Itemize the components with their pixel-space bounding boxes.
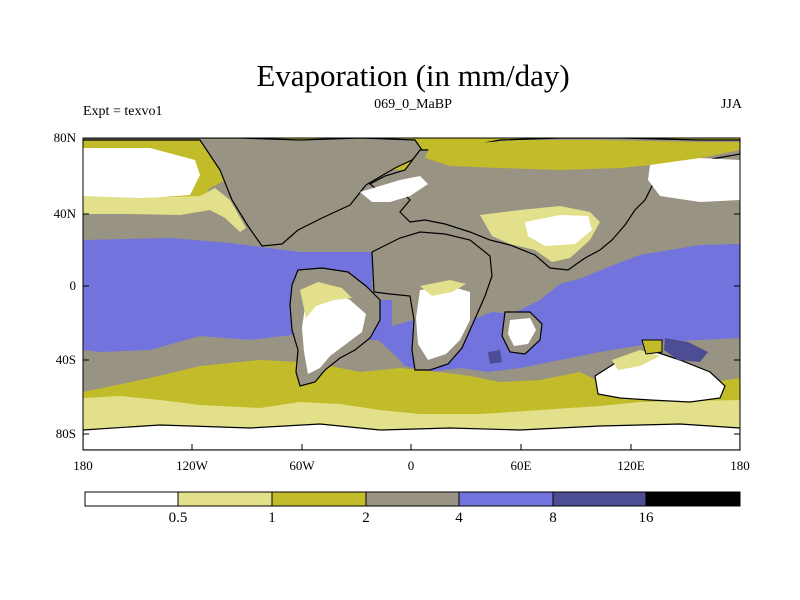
north-america-yellow (83, 188, 246, 232)
lat-label-40s: 40S (55, 352, 76, 367)
lon-label-180e: 180 (730, 458, 750, 473)
south-america-white (302, 290, 366, 374)
colorbar-box-1 (84, 491, 179, 507)
siberia-white (648, 158, 740, 202)
lon-label-0: 0 (407, 458, 415, 473)
colorbar-label-16: 16 (638, 510, 654, 526)
africa-yellow (420, 280, 466, 296)
lon-label-60w: 60W (289, 458, 315, 473)
colorbar-box-7 (645, 491, 741, 507)
map-title: Evaporation (in mm/day) (256, 58, 570, 93)
indian-ocean-max-patch (488, 350, 502, 364)
eurasia-yellow (425, 140, 740, 170)
tropical-ocean-band (83, 238, 740, 372)
lon-ticks (82, 444, 741, 450)
colorbar-label-2: 2 (362, 510, 370, 526)
experiment-label: Expt = texvo1 (83, 104, 163, 119)
australia-yellow (612, 350, 660, 370)
map-field (83, 138, 740, 450)
north-america-land (83, 138, 423, 247)
lat-label-40n: 40N (53, 206, 76, 221)
lat-label-0: 0 (69, 278, 77, 293)
south-america-yellow (300, 282, 352, 318)
central-asia-white (525, 215, 592, 246)
europe-white (360, 176, 428, 202)
colorbar (84, 491, 741, 507)
india-white (508, 318, 536, 346)
north-america-white (83, 148, 200, 200)
colorbar-label-0-5: 0.5 (168, 510, 188, 526)
colorbar-label-8: 8 (549, 510, 557, 526)
east-pacific-max-patch (664, 338, 708, 362)
colorbar-box-6 (552, 491, 647, 507)
colorbar-box-5 (458, 491, 554, 507)
period-label: 069_0_MaBP (374, 97, 452, 112)
antarctica-coast (83, 423, 740, 450)
season-label: JJA (720, 97, 742, 112)
colorbar-label-1: 1 (268, 510, 276, 526)
lon-label-120e: 120E (617, 458, 645, 473)
colorbar-box-3 (271, 491, 367, 507)
lon-label-180w: 180 (73, 458, 93, 473)
colorbar-label-4: 4 (455, 510, 463, 526)
colorbar-box-4 (365, 491, 460, 507)
lon-label-120w: 120W (176, 458, 208, 473)
madagascar-land (641, 339, 663, 355)
lat-label-80n: 80N (53, 130, 76, 145)
lat-ticks (83, 137, 740, 435)
africa-white (416, 286, 470, 360)
colorbar-box-2 (177, 491, 273, 507)
lat-label-80s: 80S (55, 426, 76, 441)
lon-label-60e: 60E (510, 458, 532, 473)
